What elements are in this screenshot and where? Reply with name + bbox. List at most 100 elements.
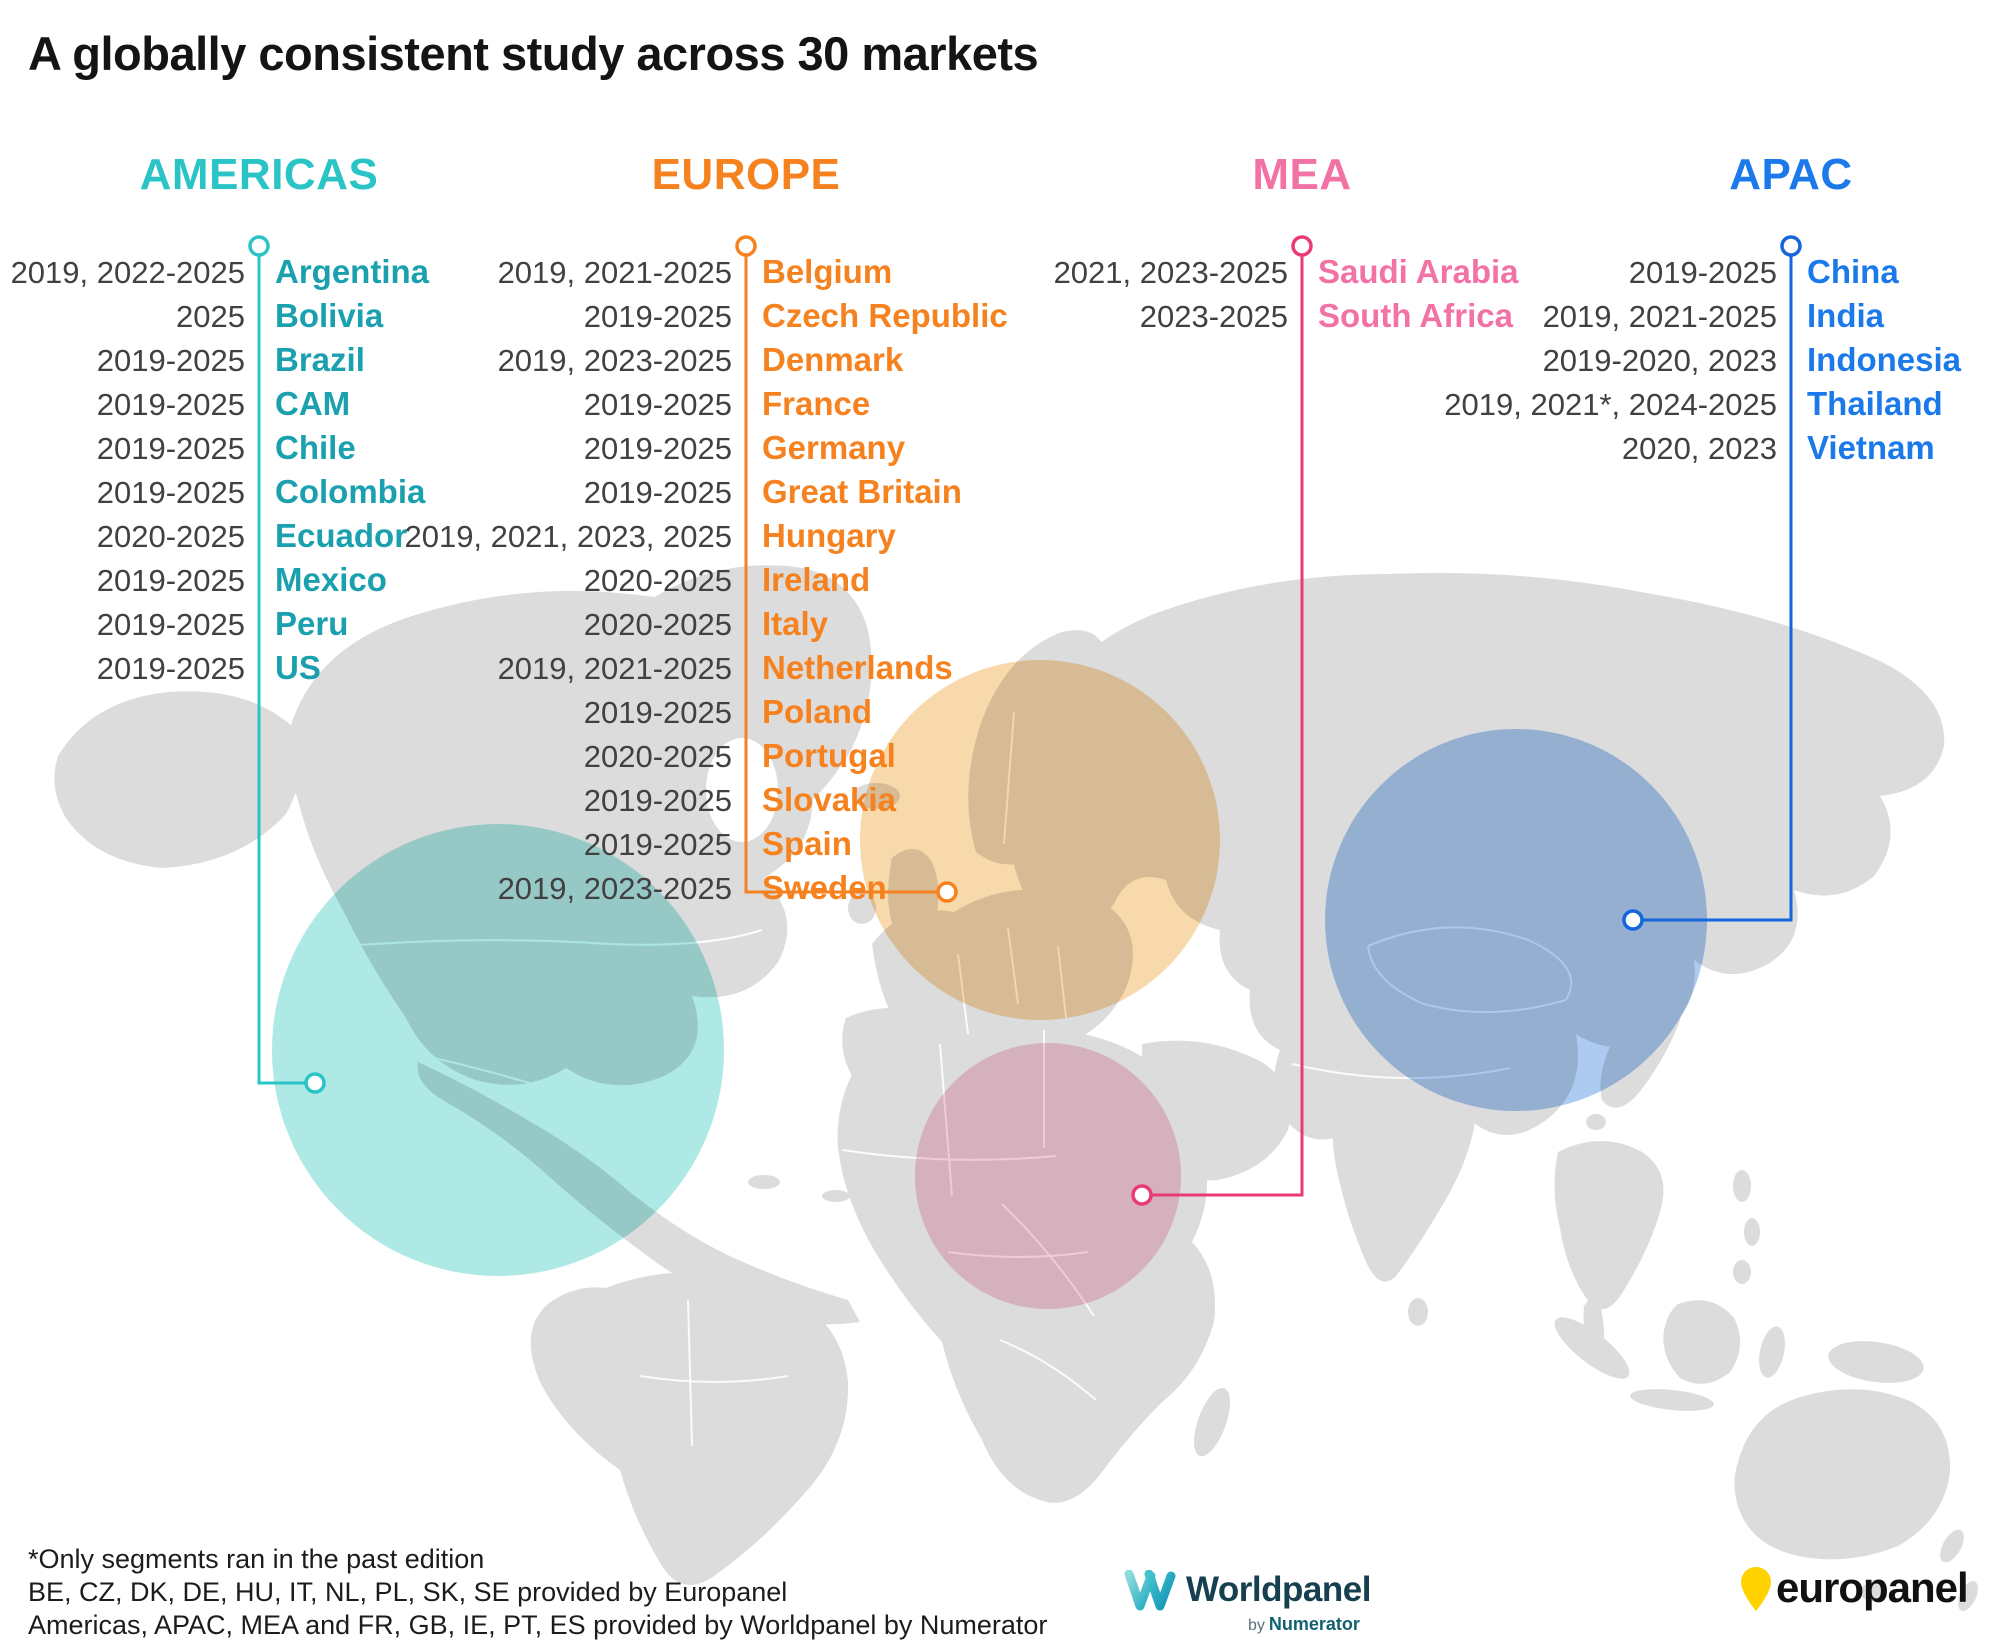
market-country: China bbox=[1807, 253, 1899, 290]
market-years: 2019-2025 bbox=[583, 431, 732, 466]
market-row: 2019-2025 Brazil bbox=[0, 338, 429, 382]
caribbean-2 bbox=[822, 1190, 850, 1202]
market-years: 2020-2025 bbox=[583, 563, 732, 598]
market-row: 2019-2025 US bbox=[0, 646, 429, 690]
market-country: Mexico bbox=[275, 561, 387, 598]
new-zealand-south bbox=[1958, 1581, 1978, 1611]
market-years: 2019, 2023-2025 bbox=[497, 871, 732, 906]
market-row: 2019-2025 Poland bbox=[372, 690, 1008, 734]
market-country: Great Britain bbox=[762, 473, 962, 510]
market-years: 2019, 2021-2025 bbox=[1542, 299, 1777, 334]
market-country: Portugal bbox=[762, 737, 896, 774]
market-row: 2020-2025 Italy bbox=[372, 602, 1008, 646]
numerator-wordmark: Numerator bbox=[1268, 1614, 1360, 1634]
market-country: Sweden bbox=[762, 869, 887, 906]
market-row: 2019-2025 Mexico bbox=[0, 558, 429, 602]
market-country: Hungary bbox=[762, 517, 896, 554]
market-row: 2019-2025 Spain bbox=[372, 822, 1008, 866]
borneo bbox=[1663, 1300, 1741, 1384]
market-row: 2019-2025 Czech Republic bbox=[372, 294, 1008, 338]
market-country: South Africa bbox=[1318, 297, 1513, 334]
market-row: 2019-2025 Colombia bbox=[0, 470, 429, 514]
footnote-europanel: BE, CZ, DK, DE, HU, IT, NL, PL, SK, SE p… bbox=[28, 1577, 788, 1607]
footnote-asterisk: *Only segments ran in the past edition bbox=[28, 1544, 485, 1574]
market-row: 2020-2025 Portugal bbox=[372, 734, 1008, 778]
java bbox=[1630, 1389, 1714, 1411]
kamchatka bbox=[1778, 649, 1853, 860]
market-country: Ireland bbox=[762, 561, 871, 598]
market-country: Chile bbox=[275, 429, 356, 466]
market-country: Germany bbox=[762, 429, 906, 466]
market-years: 2020-2025 bbox=[583, 739, 732, 774]
market-years: 2019, 2021-2025 bbox=[497, 255, 732, 290]
market-years: 2019-2025 bbox=[583, 387, 732, 422]
region-header-apac: APAC bbox=[1729, 150, 1853, 199]
market-row: 2019, 2021*, 2024-2025 Thailand bbox=[1417, 382, 1961, 426]
new-zealand-north bbox=[1940, 1529, 1964, 1563]
worldpanel-w-icon bbox=[1124, 1570, 1176, 1611]
americas-bubble bbox=[272, 824, 724, 1276]
sri-lanka bbox=[1408, 1298, 1428, 1326]
market-row: 2020-2025 Ecuador bbox=[0, 514, 429, 558]
mea-bubble bbox=[915, 1043, 1181, 1309]
europanel-pin-icon bbox=[1741, 1567, 1771, 1611]
ireland-island bbox=[848, 892, 876, 924]
market-row: 2025 Bolivia bbox=[0, 294, 429, 338]
market-row: 2019-2025 Slovakia bbox=[372, 778, 1008, 822]
market-country: Indonesia bbox=[1807, 341, 1962, 378]
market-country: Netherlands bbox=[762, 649, 953, 686]
market-years: 2019, 2022-2025 bbox=[10, 255, 245, 290]
market-years: 2023-2025 bbox=[1139, 299, 1288, 334]
region-header-europe: EUROPE bbox=[651, 150, 841, 199]
market-years: 2019-2025 bbox=[583, 695, 732, 730]
australia bbox=[1734, 1389, 1951, 1560]
worldpanel-wordmark: Worldpanel bbox=[1186, 1570, 1371, 1609]
market-country: Denmark bbox=[762, 341, 904, 378]
market-years: 2019-2025 bbox=[583, 783, 732, 818]
madagascar bbox=[1193, 1387, 1231, 1457]
market-row: 2019, 2021-2025 Netherlands bbox=[372, 646, 1008, 690]
market-country: Slovakia bbox=[762, 781, 896, 818]
footnotes: *Only segments ran in the past edition B… bbox=[28, 1543, 1047, 1640]
market-years: 2019-2025 bbox=[583, 475, 732, 510]
market-row: 2019-2025 CAM bbox=[0, 382, 429, 426]
market-country: US bbox=[275, 649, 321, 686]
worldpanel-byline: by Numerator bbox=[1248, 1614, 1360, 1635]
market-country: CAM bbox=[275, 385, 351, 422]
market-row: 2019-2025 Great Britain bbox=[372, 470, 1008, 514]
market-row: 2019-2025 France bbox=[372, 382, 1008, 426]
market-years: 2019, 2021*, 2024-2025 bbox=[1444, 387, 1777, 422]
market-years: 2020-2025 bbox=[96, 519, 245, 554]
market-country: Thailand bbox=[1807, 385, 1943, 422]
market-row: 2020, 2023 Vietnam bbox=[1417, 426, 1961, 470]
market-country: Italy bbox=[762, 605, 829, 642]
market-country: Poland bbox=[762, 693, 873, 730]
region-list-americas: 2019, 2022-2025 Argentina 2025 Bolivia 2019-… bbox=[0, 250, 429, 690]
philippines-1 bbox=[1733, 1170, 1751, 1202]
indochina bbox=[1554, 1141, 1664, 1310]
market-row: 2019, 2021, 2023, 2025 Hungary bbox=[372, 514, 1008, 558]
market-years: 2019-2025 bbox=[96, 431, 245, 466]
worldpanel-logo: Worldpanel by Numerator bbox=[1124, 1566, 1384, 1635]
market-row: 2019, 2021-2025 India bbox=[1417, 294, 1961, 338]
market-row: 2019-2020, 2023 Indonesia bbox=[1417, 338, 1961, 382]
market-row: 2020-2025 Ireland bbox=[372, 558, 1008, 602]
region-list-apac: 2019-2025 China 2019, 2021-2025 India 2019-2… bbox=[1417, 250, 1961, 470]
market-row: 2019-2025 Germany bbox=[372, 426, 1008, 470]
india bbox=[1332, 1057, 1477, 1282]
region-header-americas: AMERICAS bbox=[139, 150, 379, 199]
market-country: Spain bbox=[762, 825, 852, 862]
market-row: 2019-2025 Chile bbox=[0, 426, 429, 470]
market-row: 2019-2025 China bbox=[1417, 250, 1961, 294]
tasmania bbox=[1860, 1583, 1884, 1601]
market-years: 2019, 2023-2025 bbox=[497, 343, 732, 378]
sumatra bbox=[1554, 1317, 1630, 1379]
market-country: Brazil bbox=[275, 341, 365, 378]
market-years: 2019-2025 bbox=[583, 299, 732, 334]
market-years: 2019-2025 bbox=[96, 563, 245, 598]
market-row: 2019, 2021-2025 Belgium bbox=[372, 250, 1008, 294]
new-guinea bbox=[1828, 1341, 1924, 1383]
market-years: 2025 bbox=[176, 299, 245, 334]
